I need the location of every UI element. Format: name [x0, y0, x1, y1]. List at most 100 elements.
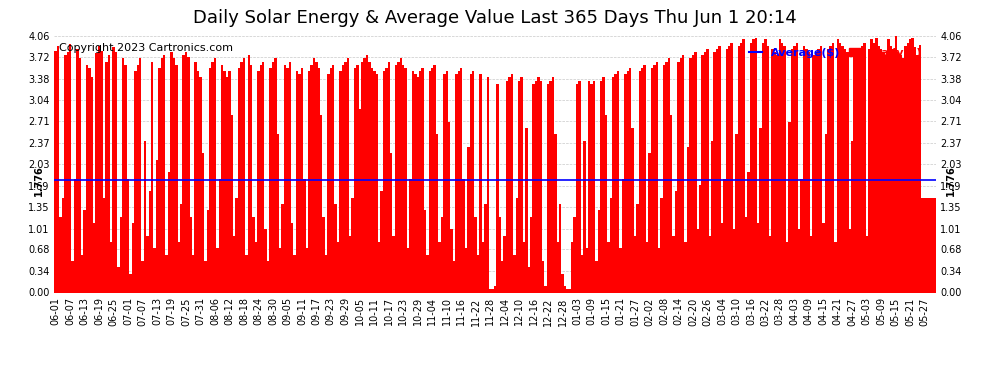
Bar [134, 71, 137, 292]
Bar [450, 229, 452, 292]
Bar [808, 52, 810, 292]
Bar [370, 68, 373, 292]
Bar [665, 62, 667, 292]
Bar [885, 55, 887, 292]
Bar [895, 36, 897, 292]
Bar [378, 242, 380, 292]
Bar [474, 217, 477, 292]
Bar [504, 236, 506, 292]
Bar [667, 58, 670, 292]
Bar [117, 267, 120, 292]
Bar [523, 242, 525, 292]
Bar [241, 62, 243, 292]
Bar [257, 71, 259, 292]
Bar [934, 198, 936, 292]
Bar [788, 122, 791, 292]
Bar [100, 51, 103, 292]
Bar [581, 255, 583, 292]
Bar [259, 65, 262, 292]
Bar [887, 39, 890, 292]
Bar [771, 49, 774, 292]
Bar [274, 58, 276, 292]
Bar [486, 77, 489, 292]
Bar [491, 290, 494, 292]
Bar [658, 248, 660, 292]
Bar [499, 217, 501, 292]
Bar [588, 81, 590, 292]
Bar [402, 65, 405, 292]
Bar [736, 134, 738, 292]
Bar [598, 210, 600, 292]
Bar [243, 58, 246, 292]
Bar [538, 77, 540, 292]
Bar [409, 178, 412, 292]
Bar [543, 261, 545, 292]
Bar [632, 128, 634, 292]
Bar [897, 52, 899, 292]
Bar [568, 290, 571, 292]
Bar [238, 68, 241, 292]
Bar [798, 229, 800, 292]
Bar [851, 141, 853, 292]
Bar [832, 43, 835, 292]
Bar [332, 65, 335, 292]
Bar [820, 46, 822, 292]
Bar [846, 52, 848, 292]
Bar [310, 65, 313, 292]
Bar [229, 71, 231, 292]
Bar [779, 39, 781, 292]
Bar [264, 229, 267, 292]
Bar [549, 81, 551, 292]
Bar [740, 43, 742, 292]
Bar [525, 128, 528, 292]
Bar [197, 71, 199, 292]
Bar [392, 236, 395, 292]
Bar [142, 261, 144, 292]
Bar [687, 147, 689, 292]
Bar [211, 62, 214, 292]
Bar [880, 49, 882, 292]
Bar [216, 248, 219, 292]
Bar [924, 198, 926, 292]
Bar [561, 273, 563, 292]
Bar [358, 109, 361, 292]
Bar [313, 58, 315, 292]
Bar [573, 217, 576, 292]
Bar [551, 77, 554, 292]
Bar [863, 43, 865, 292]
Bar [246, 255, 248, 292]
Bar [684, 242, 687, 292]
Bar [187, 57, 190, 292]
Bar [639, 71, 642, 292]
Bar [441, 217, 444, 292]
Bar [93, 223, 95, 292]
Bar [407, 248, 409, 292]
Bar [457, 71, 460, 292]
Bar [337, 242, 340, 292]
Bar [81, 255, 83, 292]
Bar [231, 116, 233, 292]
Bar [912, 38, 914, 292]
Bar [496, 84, 499, 292]
Bar [501, 261, 504, 292]
Bar [267, 261, 269, 292]
Bar [353, 68, 356, 292]
Bar [607, 242, 610, 292]
Bar [593, 81, 595, 292]
Bar [766, 46, 769, 292]
Bar [236, 198, 238, 292]
Bar [298, 74, 301, 292]
Bar [620, 248, 622, 292]
Bar [672, 236, 675, 292]
Bar [175, 65, 177, 292]
Bar [254, 242, 257, 292]
Bar [645, 242, 648, 292]
Bar [909, 39, 912, 292]
Bar [380, 191, 383, 292]
Bar [875, 38, 877, 292]
Bar [83, 210, 86, 292]
Bar [662, 65, 665, 292]
Bar [738, 46, 740, 292]
Bar [366, 55, 368, 292]
Bar [202, 153, 204, 292]
